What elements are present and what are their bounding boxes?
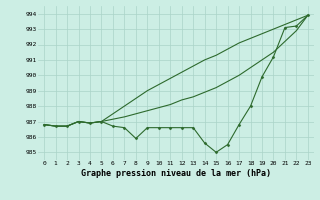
X-axis label: Graphe pression niveau de la mer (hPa): Graphe pression niveau de la mer (hPa)	[81, 169, 271, 178]
